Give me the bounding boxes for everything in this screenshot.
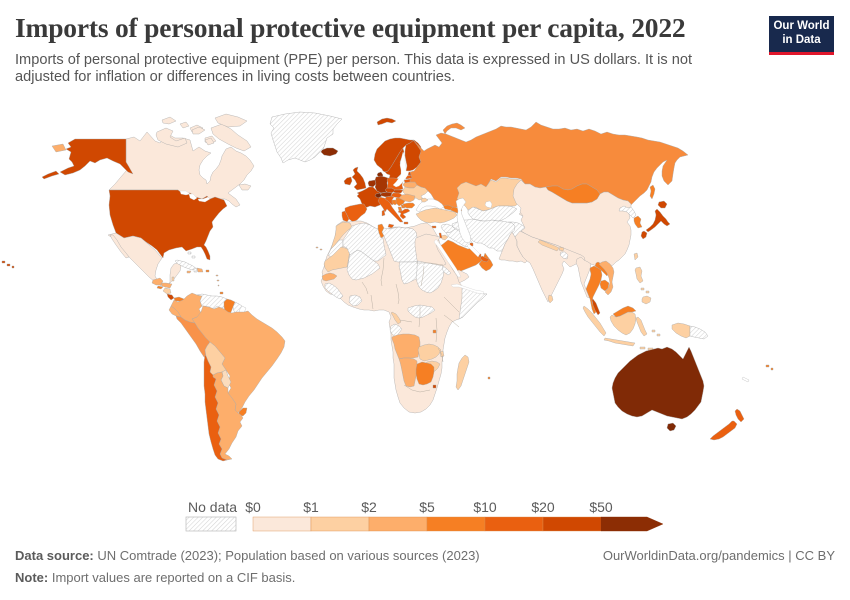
svg-text:$1: $1 — [303, 499, 319, 515]
svg-text:$20: $20 — [531, 499, 555, 515]
svg-text:$10: $10 — [473, 499, 497, 515]
svg-text:$5: $5 — [419, 499, 435, 515]
svg-text:$50: $50 — [589, 499, 613, 515]
svg-text:$0: $0 — [245, 499, 261, 515]
svg-text:No data: No data — [188, 499, 237, 515]
svg-text:$2: $2 — [361, 499, 377, 515]
